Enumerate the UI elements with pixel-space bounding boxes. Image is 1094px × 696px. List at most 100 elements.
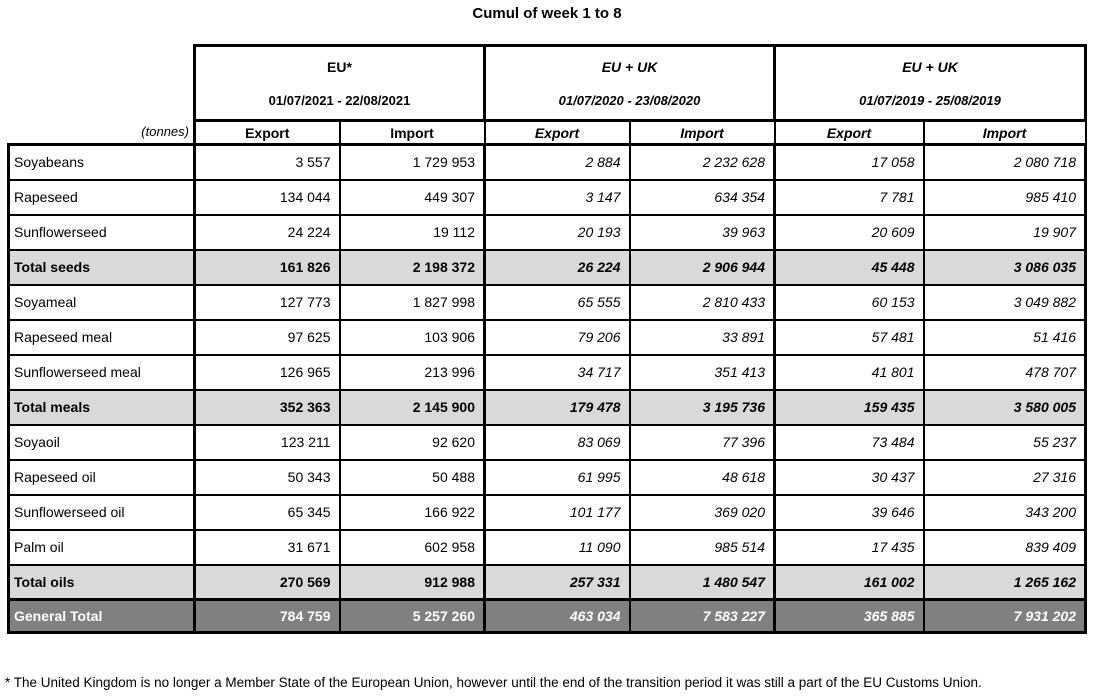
table-row-general-total: General Total 784 759 5 257 260 463 034 … (7, 598, 1087, 634)
table-row: Rapeseed oil 50 343 50 488 61 995 48 618… (7, 458, 1087, 496)
cell-value: 45 448 (773, 248, 925, 286)
cell-value: 57 481 (773, 318, 925, 356)
cell-value: 65 555 (483, 283, 631, 321)
cell-value: 31 671 (193, 528, 341, 566)
row-label: Soyabeans (7, 143, 196, 181)
row-label: Soyaoil (7, 423, 196, 461)
row-label: Sunflowerseed meal (7, 353, 196, 391)
cell-value: 3 557 (193, 143, 341, 181)
cell-value: 602 958 (338, 528, 486, 566)
cell-value: 634 354 (628, 178, 776, 216)
cell-value: 2 145 900 (338, 388, 486, 426)
cell-value: 463 034 (483, 598, 631, 634)
cell-value: 784 759 (193, 598, 341, 634)
cell-value: 50 343 (193, 458, 341, 496)
cell-value: 369 020 (628, 493, 776, 531)
cell-value: 11 090 (483, 528, 631, 566)
cell-value: 50 488 (338, 458, 486, 496)
table-row: Soyaoil 123 211 92 620 83 069 77 396 73 … (7, 423, 1087, 461)
footnote: * The United Kingdom is no longer a Memb… (5, 633, 1089, 696)
cell-value: 83 069 (483, 423, 631, 461)
cell-value: 343 200 (922, 493, 1087, 531)
row-label: Palm oil (7, 528, 196, 566)
column-group-eu: EU* 01/07/2021 - 22/08/2021 (193, 44, 486, 122)
row-label: Sunflowerseed oil (7, 493, 196, 531)
trade-data-table: EU* 01/07/2021 - 22/08/2021 EU + UK 01/0… (7, 44, 1087, 634)
footnote-line: * The United Kingdom is no longer a Memb… (5, 675, 982, 690)
cell-value: 365 885 (773, 598, 925, 634)
cell-value: 3 086 035 (922, 248, 1087, 286)
cell-value: 19 907 (922, 213, 1087, 251)
row-label: General Total (7, 598, 196, 634)
cell-value: 2 884 (483, 143, 631, 181)
cell-value: 60 153 (773, 283, 925, 321)
cell-value: 1 827 998 (338, 283, 486, 321)
cell-value: 2 080 718 (922, 143, 1087, 181)
header-spacer (8, 45, 195, 121)
cell-value: 101 177 (483, 493, 631, 531)
cell-value: 2 906 944 (628, 248, 776, 286)
cell-value: 77 396 (628, 423, 776, 461)
cell-value: 352 363 (193, 388, 341, 426)
row-label: Total seeds (7, 248, 196, 286)
cell-value: 20 609 (773, 213, 925, 251)
row-label: Rapeseed oil (7, 458, 196, 496)
cell-value: 61 995 (483, 458, 631, 496)
table-row: Palm oil 31 671 602 958 11 090 985 514 1… (7, 528, 1087, 566)
cell-value: 17 058 (773, 143, 925, 181)
column-group-name: EU + UK (902, 58, 958, 75)
table-row-subtotal: Total meals 352 363 2 145 900 179 478 3 … (7, 388, 1087, 426)
cell-value: 161 002 (773, 563, 925, 601)
column-header-row: (tonnes) Export Import Export Import Exp… (8, 119, 1087, 146)
cell-value: 270 569 (193, 563, 341, 601)
row-label: Total oils (7, 563, 196, 601)
cell-value: 1 480 547 (628, 563, 776, 601)
cell-value: 30 437 (773, 458, 925, 496)
cell-value: 839 409 (922, 528, 1087, 566)
table-row: Soyameal 127 773 1 827 998 65 555 2 810 … (7, 283, 1087, 321)
column-group-header-row: EU* 01/07/2021 - 22/08/2021 EU + UK 01/0… (8, 44, 1087, 122)
col-header-import: Import (628, 119, 776, 146)
cell-value: 51 416 (922, 318, 1087, 356)
cell-value: 126 965 (193, 353, 341, 391)
cell-value: 65 345 (193, 493, 341, 531)
cell-value: 73 484 (773, 423, 925, 461)
row-label: Soyameal (7, 283, 196, 321)
col-header-import: Import (338, 119, 486, 146)
cell-value: 3 195 736 (628, 388, 776, 426)
row-label: Total meals (7, 388, 196, 426)
cell-value: 2 810 433 (628, 283, 776, 321)
cell-value: 213 996 (338, 353, 486, 391)
cell-value: 55 237 (922, 423, 1087, 461)
cell-value: 449 307 (338, 178, 486, 216)
table-row: Rapeseed meal 97 625 103 906 79 206 33 8… (7, 318, 1087, 356)
cell-value: 351 413 (628, 353, 776, 391)
period-label: 01/07/2020 - 23/08/2020 (558, 92, 701, 108)
col-header-export: Export (773, 119, 925, 146)
cell-value: 41 801 (773, 353, 925, 391)
cell-value: 27 316 (922, 458, 1087, 496)
table-row: Sunflowerseed 24 224 19 112 20 193 39 96… (7, 213, 1087, 251)
cell-value: 97 625 (193, 318, 341, 356)
row-label: Rapeseed (7, 178, 196, 216)
cell-value: 127 773 (193, 283, 341, 321)
cell-value: 7 931 202 (922, 598, 1087, 634)
cell-value: 39 963 (628, 213, 776, 251)
cell-value: 3 147 (483, 178, 631, 216)
table-row: Sunflowerseed oil 65 345 166 922 101 177… (7, 493, 1087, 531)
table-row-subtotal: Total seeds 161 826 2 198 372 26 224 2 9… (7, 248, 1087, 286)
page-title: Cumul of week 1 to 8 (472, 5, 622, 22)
cell-value: 166 922 (338, 493, 486, 531)
cell-value: 20 193 (483, 213, 631, 251)
table-row-subtotal: Total oils 270 569 912 988 257 331 1 480… (7, 563, 1087, 601)
cell-value: 48 618 (628, 458, 776, 496)
cell-value: 478 707 (922, 353, 1087, 391)
table-row: Rapeseed 134 044 449 307 3 147 634 354 7… (7, 178, 1087, 216)
cell-value: 179 478 (483, 388, 631, 426)
cell-value: 1 265 162 (922, 563, 1087, 601)
cell-value: 79 206 (483, 318, 631, 356)
cell-value: 26 224 (483, 248, 631, 286)
unit-label: (tonnes) (8, 120, 196, 146)
cell-value: 7 781 (773, 178, 925, 216)
cell-value: 257 331 (483, 563, 631, 601)
